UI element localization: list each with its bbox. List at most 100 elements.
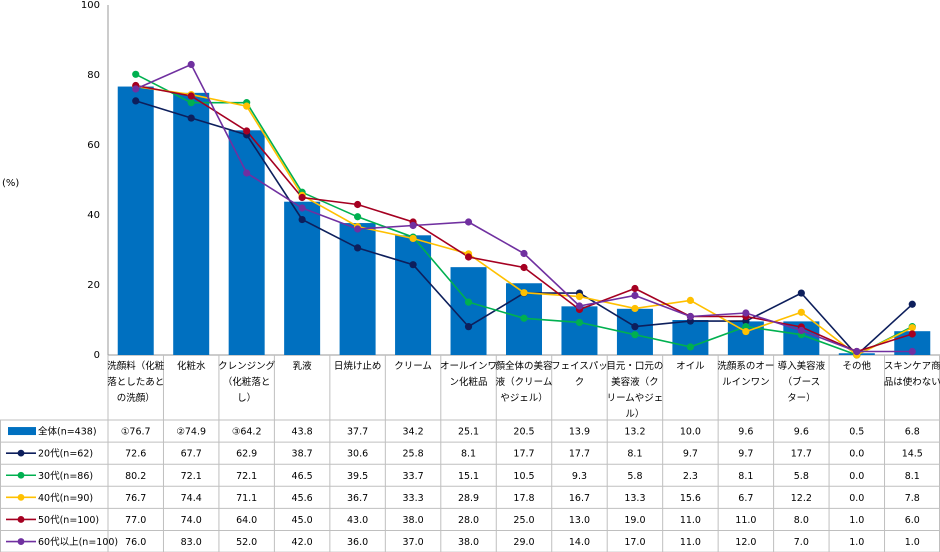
table-value: 38.0 xyxy=(402,515,423,526)
legend-swatch-marker xyxy=(17,471,25,479)
category-label: ク xyxy=(575,377,585,388)
series-point xyxy=(631,331,639,339)
table-value: ①76.7 xyxy=(121,427,151,438)
category-label: 導入美容液 xyxy=(778,360,826,372)
category-label: その他 xyxy=(843,360,872,372)
table-value: 19.0 xyxy=(624,515,645,526)
table-value: 13.3 xyxy=(624,493,645,504)
table-value: 2.3 xyxy=(683,471,698,482)
table-value: 12.2 xyxy=(791,493,812,504)
table-value: 74.0 xyxy=(181,515,202,526)
table-value: 0.5 xyxy=(849,427,864,438)
table-value: 15.1 xyxy=(458,471,479,482)
category-label: オイル xyxy=(676,361,705,372)
bar xyxy=(173,92,210,355)
category-label: し） xyxy=(237,392,256,404)
table-value: 46.5 xyxy=(292,471,313,482)
legend-swatch-bar xyxy=(8,427,36,436)
table-value: 9.7 xyxy=(683,449,698,460)
series-point xyxy=(797,326,805,335)
series-point xyxy=(354,200,362,209)
bar xyxy=(339,223,376,355)
series-point xyxy=(132,97,140,105)
legend-label: 20代(n=62) xyxy=(38,449,93,460)
table-value: 36.7 xyxy=(347,493,368,504)
category-label: 乳液 xyxy=(293,360,313,372)
legend-label: 60代以上(n=100) xyxy=(38,537,118,548)
category-label: やジェル） xyxy=(500,392,548,404)
category-label: 目元・口元の xyxy=(606,361,663,372)
series-point xyxy=(908,347,916,356)
category-label: ター） xyxy=(787,392,816,404)
category-label: クリーム xyxy=(394,361,432,372)
y-tick-label: 60 xyxy=(87,140,100,151)
table-value: 11.0 xyxy=(735,515,756,526)
series-point xyxy=(575,292,584,301)
series-point xyxy=(464,298,473,306)
series-point xyxy=(298,204,306,212)
series-point xyxy=(187,99,195,107)
category-label: クレンジング xyxy=(218,360,276,372)
table-value: 13.2 xyxy=(624,427,645,438)
table-value: 8.1 xyxy=(461,449,476,460)
y-tick-label: 0 xyxy=(94,350,100,361)
category-label: 顔全体の美容 xyxy=(495,360,553,372)
series-point xyxy=(187,92,195,100)
table-value: 67.7 xyxy=(181,449,202,460)
category-label: 品は使わない xyxy=(884,376,940,388)
table-value: 36.0 xyxy=(347,537,368,548)
table-value: 17.8 xyxy=(513,493,534,504)
category-label: の洗顔） xyxy=(117,392,155,404)
table-value: 74.4 xyxy=(181,493,202,504)
table-value: 64.0 xyxy=(236,515,257,526)
table-value: 15.6 xyxy=(680,493,701,504)
table-value: ②74.9 xyxy=(176,427,206,438)
table-value: 10.0 xyxy=(680,427,701,438)
series-point xyxy=(520,314,528,322)
table-value: 29.0 xyxy=(513,537,534,548)
table-value: 45.6 xyxy=(292,493,313,504)
table-value: 20.5 xyxy=(513,427,534,438)
table-value: 13.9 xyxy=(569,427,590,438)
table-value: 83.0 xyxy=(181,537,202,548)
table-value: 8.0 xyxy=(794,515,809,526)
series-point xyxy=(797,289,805,297)
category-label: フェイスパッ xyxy=(551,361,608,372)
category-label: ル） xyxy=(625,408,644,420)
table-value: 45.0 xyxy=(292,515,313,526)
series-point xyxy=(908,300,916,308)
table-value: 76.0 xyxy=(125,537,146,548)
table-value: 25.1 xyxy=(458,427,479,438)
table-value: 5.8 xyxy=(794,471,809,482)
table-value: 10.5 xyxy=(513,471,534,482)
table-value: 17.7 xyxy=(513,449,534,460)
table-value: 1.0 xyxy=(849,515,864,526)
series-point xyxy=(409,234,417,243)
table-value: 5.8 xyxy=(627,471,642,482)
series-point xyxy=(354,213,362,221)
series-point xyxy=(409,261,417,269)
table-value: 14.5 xyxy=(902,449,923,460)
table-value: 72.6 xyxy=(125,449,146,460)
table-value: 37.7 xyxy=(347,427,368,438)
series-point xyxy=(520,263,528,272)
series-point xyxy=(686,343,695,351)
series-point xyxy=(575,302,584,310)
table-value: 17.7 xyxy=(569,449,590,460)
series-point xyxy=(853,347,861,356)
series-point xyxy=(631,323,639,331)
category-label: （化粧落と xyxy=(223,376,271,388)
table-value: 6.7 xyxy=(738,493,753,504)
table-value: 72.1 xyxy=(236,471,257,482)
table-value: 12.0 xyxy=(735,537,756,548)
series-point xyxy=(409,221,417,230)
bar xyxy=(395,235,432,355)
category-label: （ブース xyxy=(783,376,821,388)
table-value: 11.0 xyxy=(680,537,701,548)
bar xyxy=(561,306,598,355)
y-tick-label: 40 xyxy=(87,210,100,221)
category-label: オールインワ xyxy=(440,361,497,372)
series-point xyxy=(520,249,528,258)
series-point xyxy=(354,244,362,252)
series-point xyxy=(243,127,251,135)
